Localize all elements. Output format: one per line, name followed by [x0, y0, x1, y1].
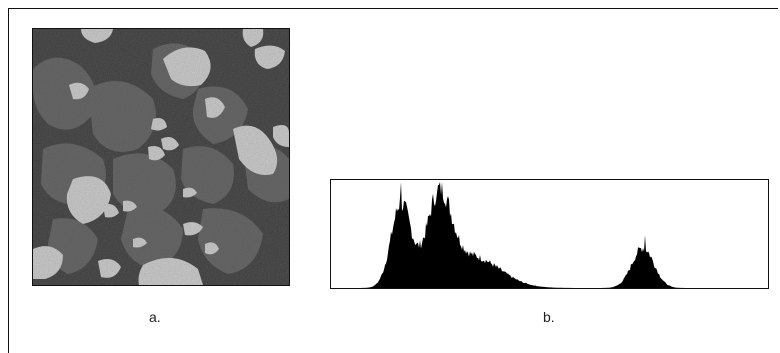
histogram-bars [331, 182, 768, 288]
caption-b: b. [543, 309, 555, 325]
figure-frame [8, 8, 778, 353]
caption-a: a. [149, 309, 161, 325]
intensity-histogram [330, 179, 769, 289]
micrograph-svg [33, 29, 289, 285]
histogram-svg [331, 182, 768, 288]
micrograph-image [32, 28, 290, 286]
